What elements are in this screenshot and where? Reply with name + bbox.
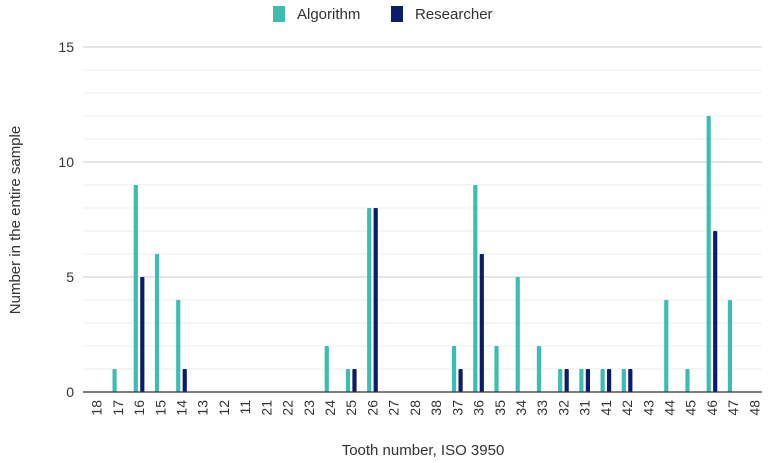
x-tick-label: 13 xyxy=(195,400,211,416)
x-tick-label: 33 xyxy=(534,400,550,416)
x-tick-label: 35 xyxy=(492,400,508,416)
y-tick-label: 10 xyxy=(58,154,74,170)
gridlines xyxy=(83,46,762,370)
x-axis-ticks: 18 17 16 15 14 13 12 11 21 22 23 24 25 26 27 28 38 37 36 35… xyxy=(89,400,763,416)
bar-researcher-32 xyxy=(564,369,569,392)
x-tick-label: 22 xyxy=(280,400,296,416)
x-tick-label: 16 xyxy=(131,400,147,416)
x-tick-label: 18 xyxy=(89,400,105,416)
bar-researcher-16 xyxy=(140,277,145,392)
bar-algorithm-24 xyxy=(324,346,329,392)
x-tick-label: 11 xyxy=(237,400,253,415)
bars xyxy=(112,116,733,392)
bar-algorithm-31 xyxy=(579,369,584,392)
bar-researcher-14 xyxy=(182,369,187,392)
bar-researcher-26 xyxy=(373,208,378,392)
y-axis-title: Number in the entire sample xyxy=(7,126,24,314)
bar-algorithm-25 xyxy=(345,369,351,392)
x-tick-label: 36 xyxy=(471,400,487,416)
x-tick-label: 23 xyxy=(301,400,317,416)
bar-algorithm-46 xyxy=(706,116,711,392)
x-tick-label: 12 xyxy=(216,400,232,416)
x-tick-label: 46 xyxy=(704,400,720,416)
legend-label-researcher: Researcher xyxy=(415,6,493,23)
y-axis-ticks: 0 5 10 15 xyxy=(58,39,74,400)
x-tick-label: 26 xyxy=(364,400,380,416)
y-tick-label: 15 xyxy=(58,39,74,55)
x-tick-label: 28 xyxy=(407,400,423,416)
x-tick-label: 42 xyxy=(619,400,635,416)
bar-algorithm-42 xyxy=(621,369,626,392)
x-tick-label: 21 xyxy=(258,400,274,416)
x-tick-label: 47 xyxy=(725,400,741,416)
bar-algorithm-26 xyxy=(367,208,372,392)
x-tick-label: 48 xyxy=(746,400,762,416)
x-tick-label: 17 xyxy=(110,400,126,416)
x-tick-label: 37 xyxy=(449,400,465,416)
bar-algorithm-33 xyxy=(536,346,542,392)
bar-algorithm-37 xyxy=(451,346,457,392)
bar-researcher-41 xyxy=(607,369,612,392)
x-tick-label: 34 xyxy=(513,400,529,416)
bar-algorithm-36 xyxy=(473,185,478,392)
bar-researcher-37 xyxy=(458,369,463,392)
bar-algorithm-44 xyxy=(664,300,669,392)
y-tick-label: 5 xyxy=(66,269,74,285)
x-axis-title: Tooth number, ISO 3950 xyxy=(342,442,505,459)
legend: Algorithm Researcher xyxy=(273,6,493,23)
x-tick-label: 31 xyxy=(577,400,593,416)
x-tick-label: 41 xyxy=(598,400,614,416)
bar-algorithm-17 xyxy=(112,369,117,392)
x-tick-label: 32 xyxy=(555,400,571,416)
bar-researcher-42 xyxy=(628,369,633,392)
bar-algorithm-32 xyxy=(558,369,563,392)
x-tick-label: 27 xyxy=(386,400,402,416)
bar-algorithm-47 xyxy=(727,300,733,392)
legend-swatch-researcher xyxy=(391,6,403,22)
x-tick-label: 38 xyxy=(428,400,444,416)
x-tick-label: 15 xyxy=(152,400,168,416)
bar-algorithm-45 xyxy=(685,369,690,392)
x-tick-label: 14 xyxy=(173,400,189,416)
y-tick-label: 0 xyxy=(66,384,74,400)
x-tick-label: 44 xyxy=(662,400,678,416)
bar-researcher-31 xyxy=(585,369,590,392)
legend-swatch-algorithm xyxy=(273,6,285,22)
bar-algorithm-14 xyxy=(176,300,181,392)
x-tick-label: 45 xyxy=(683,400,699,416)
x-tick-label: 24 xyxy=(322,400,338,416)
bar-algorithm-16 xyxy=(133,185,138,392)
x-tick-label: 43 xyxy=(640,400,656,416)
x-tick-label: 25 xyxy=(343,400,359,416)
legend-label-algorithm: Algorithm xyxy=(297,6,360,23)
bar-algorithm-15 xyxy=(154,254,160,392)
bar-researcher-25 xyxy=(352,369,357,392)
bar-algorithm-41 xyxy=(600,369,605,392)
bar-researcher-36 xyxy=(479,254,484,392)
bar-researcher-46 xyxy=(713,231,718,392)
bar-algorithm-35 xyxy=(494,346,499,392)
bar-algorithm-34 xyxy=(515,277,520,392)
